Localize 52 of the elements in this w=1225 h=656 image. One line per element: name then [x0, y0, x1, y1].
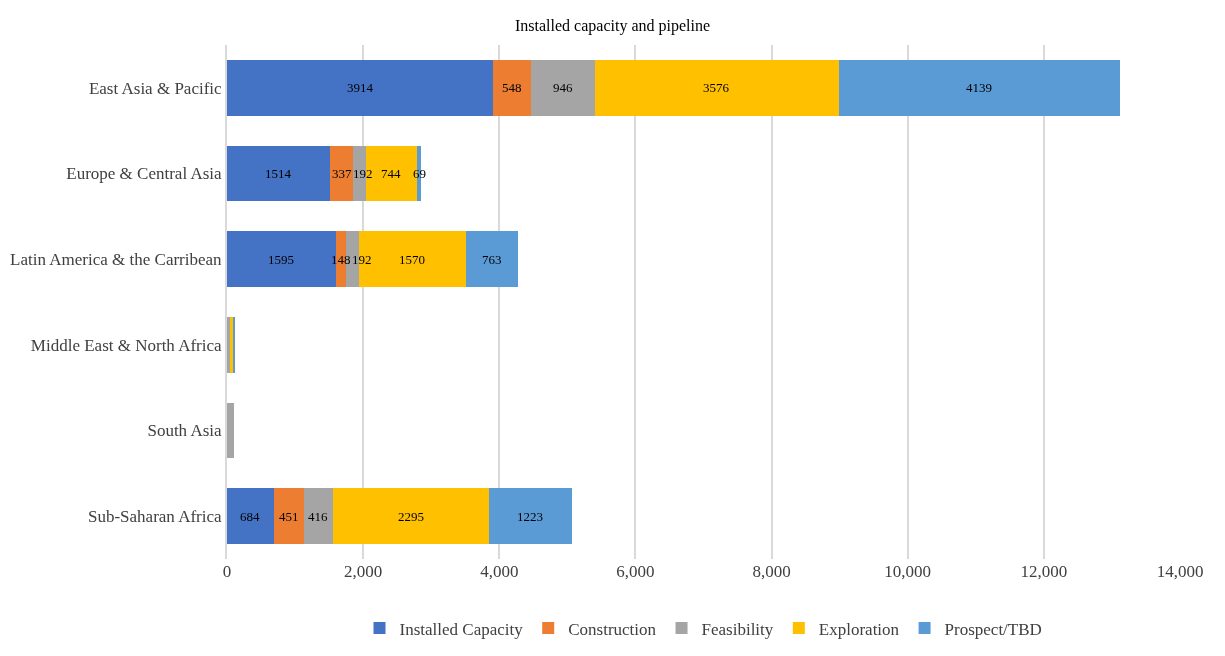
x-tick-label: 6,000 [616, 562, 655, 581]
x-tick-label: 0 [222, 562, 232, 581]
data-label: 4139 [966, 80, 992, 95]
data-label: 3914 [347, 80, 374, 95]
bar [227, 316, 230, 373]
data-label: 416 [308, 509, 328, 524]
x-tick-label: 10,000 [884, 562, 932, 581]
y-tick-label: Sub-Saharan Africa [88, 507, 223, 527]
legend-label: Construction [568, 619, 657, 639]
data-label: 744 [381, 166, 401, 181]
x-tick-label: 14,000 [1156, 562, 1204, 581]
chart-title: Installed capacity and pipeline [514, 16, 711, 35]
bar [595, 59, 839, 116]
bar [838, 59, 1121, 116]
data-label: 3576 [703, 80, 730, 95]
data-label: 763 [482, 252, 502, 267]
data-label: 684 [240, 509, 260, 524]
x-tick-label: 2,000 [344, 562, 383, 581]
bar [273, 488, 305, 545]
legend-label: Feasibility [701, 619, 774, 639]
data-label: 946 [553, 80, 573, 95]
x-tick-label: 8,000 [752, 562, 791, 581]
data-label: 548 [502, 80, 522, 95]
data-label: 1514 [265, 166, 292, 181]
data-label: 1223 [517, 509, 543, 524]
y-tick-label: Europe & Central Asia [66, 164, 223, 184]
bar [227, 488, 274, 545]
bar [227, 402, 235, 459]
bar [465, 231, 518, 288]
data-label: 1595 [268, 252, 294, 267]
y-tick-label: South Asia [147, 421, 223, 441]
y-tick-label: Latin America & the Carribean [10, 250, 223, 270]
bar [227, 145, 331, 202]
data-label: 337 [332, 166, 352, 181]
x-tick-label: 12,000 [1020, 562, 1068, 581]
x-tick-label: 4,000 [480, 562, 519, 581]
bar [530, 59, 596, 116]
data-label: 1570 [399, 252, 425, 267]
bar [227, 59, 494, 116]
y-tick-label: East Asia & Pacific [88, 78, 223, 98]
data-label: 69 [413, 166, 426, 181]
legend-label: Prospect/TBD [944, 619, 1042, 639]
bar [332, 488, 489, 545]
bar [304, 488, 333, 545]
bar [493, 59, 531, 116]
legend-label: Installed Capacity [399, 619, 524, 639]
y-tick-label: Middle East & North Africa [30, 335, 223, 355]
bar [488, 488, 573, 545]
legend-label: Exploration [818, 619, 900, 639]
data-label: 451 [279, 509, 299, 524]
data-label: 2295 [398, 509, 424, 524]
bar [330, 145, 353, 202]
